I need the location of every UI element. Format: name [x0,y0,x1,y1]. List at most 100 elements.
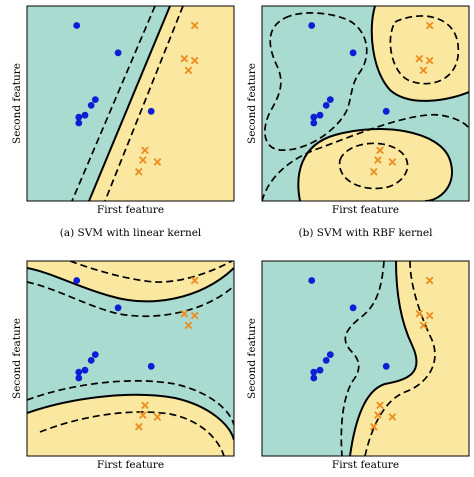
class-b-point [190,56,199,65]
class-a-point [81,111,89,119]
class-a-point [316,366,324,374]
margin-line [39,411,225,456]
class-a-point [326,96,334,103]
class-b-point [139,156,147,164]
class-a-point [308,277,316,284]
class-a-point [349,304,357,312]
class-b-point [184,321,193,330]
plot-frame [261,5,470,202]
class-b-point [376,146,384,155]
class-b-point [425,56,434,65]
class-b-point [374,156,382,164]
panel-bottom-right: First feature Second feature [246,260,470,471]
class-b-point [141,401,149,410]
margin-contour [262,113,469,201]
decision-regions [262,6,469,201]
class-a-point [73,22,81,29]
class-b-point [190,276,199,285]
decision-boundary [349,261,418,456]
class-a-point [75,368,83,376]
class-b-point [153,158,162,166]
class-b-point [190,311,199,320]
class-b-point [153,413,162,421]
panel-bottom-left: First feature Second feature [11,260,235,471]
data-points [308,276,434,431]
class-b-point [425,21,434,30]
margin-line [27,380,234,426]
class-a-point [308,22,316,29]
panel-caption: (a) SVM with linear kernel [60,227,202,239]
margin-line [340,261,385,456]
data-points [73,276,199,431]
class-b-region [262,6,469,101]
class-b-point [425,311,434,320]
x-axis-label: First feature [97,204,164,216]
class-b-point [415,54,424,63]
data-points [73,21,199,176]
class-b-point [388,413,397,421]
decision-boundary [27,393,234,441]
class-b-point [134,422,143,431]
class-b-point [376,401,384,410]
panel-linear-kernel: First feature Second feature (a) SVM wit… [11,5,235,239]
decision-boundary [297,128,453,201]
class-a-point [322,102,330,109]
class-a-point [349,49,357,57]
class-a-point [114,49,122,57]
class-a-point [91,351,99,358]
class-a-point [382,362,390,370]
class-a-point [326,351,334,358]
class-a-point [75,119,83,127]
class-a-point [310,374,318,382]
class-a-point [114,304,122,312]
class-a-point [310,368,318,376]
class-b-point [425,276,434,285]
class-b-region [27,394,234,456]
class-b-point [184,66,193,75]
plot-frame [26,5,235,202]
panel-rbf-kernel: First feature Second feature (b) SVM wit… [246,5,470,239]
class-b-point [180,54,189,63]
decision-regions [27,261,234,456]
class-a-point [91,96,99,103]
class-b-point [190,21,199,30]
class-a-point [87,102,95,109]
class-a-point [310,119,318,127]
class-a-point [147,362,155,370]
y-axis-label: Second feature [246,318,258,399]
y-axis-label: Second feature [11,63,23,144]
class-a-point [316,111,324,119]
margin-line [27,281,234,318]
class-b-point [419,66,428,75]
decision-boundary [27,267,234,303]
class-b-region [27,261,234,302]
margin-line [364,261,436,456]
class-a-point [73,277,81,284]
class-a-point [322,357,330,364]
class-b-point [369,422,378,431]
x-axis-label: First feature [97,459,164,471]
panel-caption: (b) SVM with RBF kernel [299,227,434,239]
class-b-region [298,128,452,201]
class-a-point [147,107,155,115]
margin-line-lower [71,6,156,201]
decision-regions [27,6,234,201]
data-points [308,21,434,176]
margin-contour [338,142,409,190]
class-a-point [81,366,89,374]
plot-frame [261,260,470,457]
x-axis-label: First feature [332,459,399,471]
margin-contour [264,12,368,151]
class-b-point [134,167,143,176]
class-b-point [139,411,147,419]
decision-boundary [370,6,469,102]
class-a-point [87,357,95,364]
class-b-point [180,309,189,318]
y-axis-label: Second feature [246,63,258,144]
class-b-point [374,411,382,419]
decision-regions [262,261,469,456]
margin-line-upper [104,6,184,201]
class-b-point [388,158,397,166]
class-b-point [141,146,149,155]
